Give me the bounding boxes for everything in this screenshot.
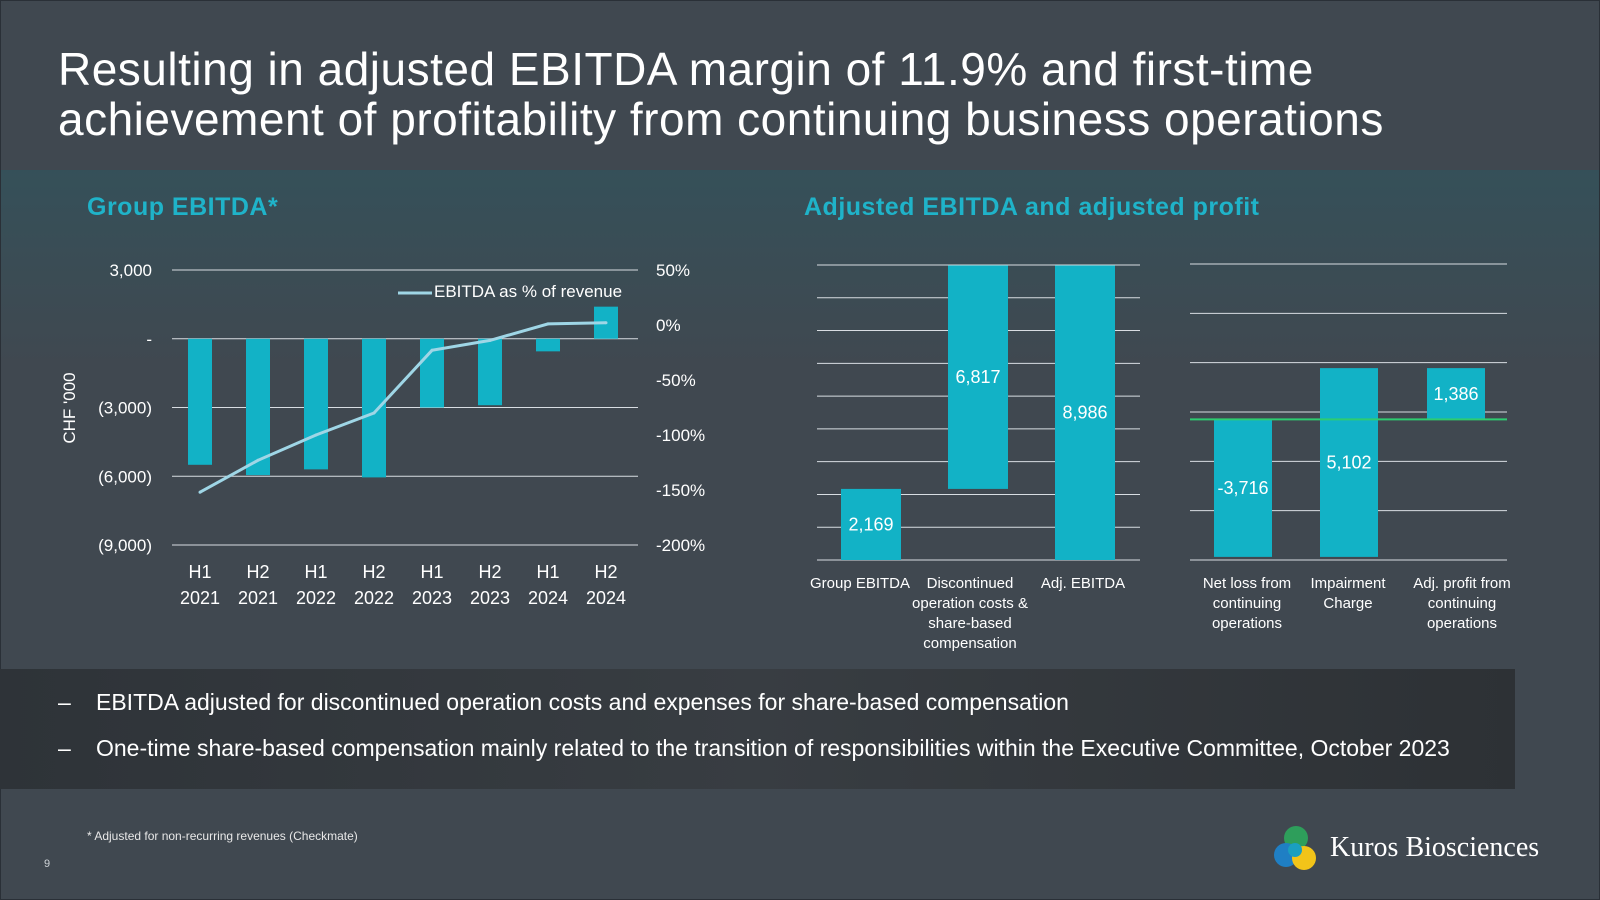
y2-tick-label: -200% [656,536,705,555]
ebitda-bar [304,338,328,470]
ebitda-margin-line [199,321,607,494]
slide-title-line-2: achievement of profitability from contin… [58,93,1384,145]
company-logo: Kuros Biosciences [1270,822,1560,878]
bullet-item-1: – EBITDA adjusted for discontinued operat… [58,689,1069,716]
y2-tick-label: -150% [656,481,705,500]
ebitda-bar [362,338,386,478]
data-label: 2,169 [848,514,893,534]
y-tick-label: 3,000 [109,261,152,280]
slide-title-line-1: Resulting in adjusted EBITDA margin of 1… [58,43,1314,95]
legend-label: EBITDA as % of revenue [434,282,622,301]
y-tick-label: - [146,330,152,349]
x-tick-label-year: 2021 [238,588,278,608]
waterfall-bar [1427,368,1485,420]
ebitda-bar [478,338,502,406]
x-tick-label-year: 2024 [528,588,568,608]
y-tick-label: (3,000) [98,399,152,418]
x-category-label: compensation [923,635,1016,652]
kuros-logo-icon [1274,826,1316,870]
group-ebitda-title: Group EBITDA* [87,193,279,221]
ebitda-margin-point [430,348,434,352]
waterfall-bar [841,488,901,560]
ebitda-margin-point [372,411,376,415]
y2-tick-label: 0% [656,316,681,335]
x-category-label: operations [1212,615,1282,632]
bullet-marker: – [58,735,71,761]
group-ebitda-chart: 3,000 - (3,000) (6,000) (9,000) 50% 0% -50% -100… [60,261,705,608]
ebitda-margin-point [314,433,318,437]
x-tick-label-year: 2023 [470,588,510,608]
x-tick-label-year: 2021 [180,588,220,608]
waterfall-bar [1320,368,1378,557]
y2-tick-label: -100% [656,426,705,445]
bullet-marker: – [58,689,71,715]
y2-tick-label: 50% [656,261,690,280]
page-number: 9 [44,858,51,870]
x-tick-label-half: H2 [246,562,269,582]
x-category-label: share-based [928,615,1011,632]
bullet-item-2: – One-time share-based compensation mainl… [58,735,1450,762]
x-tick-label-half: H1 [188,562,211,582]
data-label: -3,716 [1217,478,1268,498]
ebitda-margin-point [546,322,550,326]
adjusted-ebitda-title: Adjusted EBITDA and adjusted profit [804,193,1260,221]
waterfall-bar [948,265,1008,489]
x-tick-label-half: H1 [536,562,559,582]
x-category-label: operation costs & [912,595,1028,612]
x-tick-label-year: 2024 [586,588,626,608]
data-label: 6,817 [955,367,1000,387]
ebitda-bar [188,338,212,465]
x-category-label: Adj. profit from [1413,575,1511,592]
bullet-panel: – EBITDA adjusted for discontinued operat… [0,669,1515,789]
y-tick-label: (9,000) [98,536,152,555]
y2-tick-label: -50% [656,371,696,390]
ebitda-margin-point [198,490,202,494]
bullet-text-1: EBITDA adjusted for discontinued operati… [96,689,1069,715]
slide-title: Resulting in adjusted EBITDA margin of 1… [58,44,1538,144]
x-category-label: Discontinued [927,575,1014,592]
data-label: 5,102 [1326,453,1371,473]
data-label: 1,386 [1433,384,1478,404]
ebitda-margin-point [256,458,260,462]
x-tick-label-year: 2022 [354,588,394,608]
x-category-label: operations [1427,615,1497,632]
x-tick-label-year: 2022 [296,588,336,608]
x-category-label: continuing [1428,595,1496,612]
ebitda-bar [246,338,270,476]
adjusted-ebitda-waterfall: 2,169 6,817 8,986 Group EBITDA Discontinued o… [810,264,1140,652]
y-axis-label: CHF '000 [60,372,79,443]
x-category-label: Group EBITDA [810,575,910,592]
x-tick-label-half: H1 [304,562,327,582]
data-label: 8,986 [1062,403,1107,423]
ebitda-margin-point [488,338,492,342]
waterfall-bar [1214,419,1272,557]
x-tick-label-half: H1 [420,562,443,582]
adjusted-profit-waterfall: -3,716 5,102 1,386 Net loss from continuing o… [1190,263,1511,632]
x-category-label: Net loss from [1203,575,1291,592]
x-category-label: Impairment [1310,575,1386,592]
x-tick-label-half: H2 [594,562,617,582]
ebitda-margin-point [604,321,608,325]
ebitda-bar [536,338,560,352]
charts-canvas: 3,000 - (3,000) (6,000) (9,000) 50% 0% -50% -100… [60,261,1511,652]
x-tick-label-half: H2 [478,562,501,582]
x-category-label: Adj. EBITDA [1041,575,1125,592]
waterfall-bar [1055,265,1115,560]
y-tick-label: (6,000) [98,467,152,486]
x-category-label: Charge [1323,595,1372,612]
x-category-label: continuing [1213,595,1281,612]
x-tick-label-year: 2023 [412,588,452,608]
logo-text: Kuros Biosciences [1330,832,1540,863]
footnote: * Adjusted for non-recurring revenues (C… [87,829,358,843]
bullet-text-2: One-time share-based compensation mainly… [96,735,1450,761]
x-tick-label-half: H2 [362,562,385,582]
